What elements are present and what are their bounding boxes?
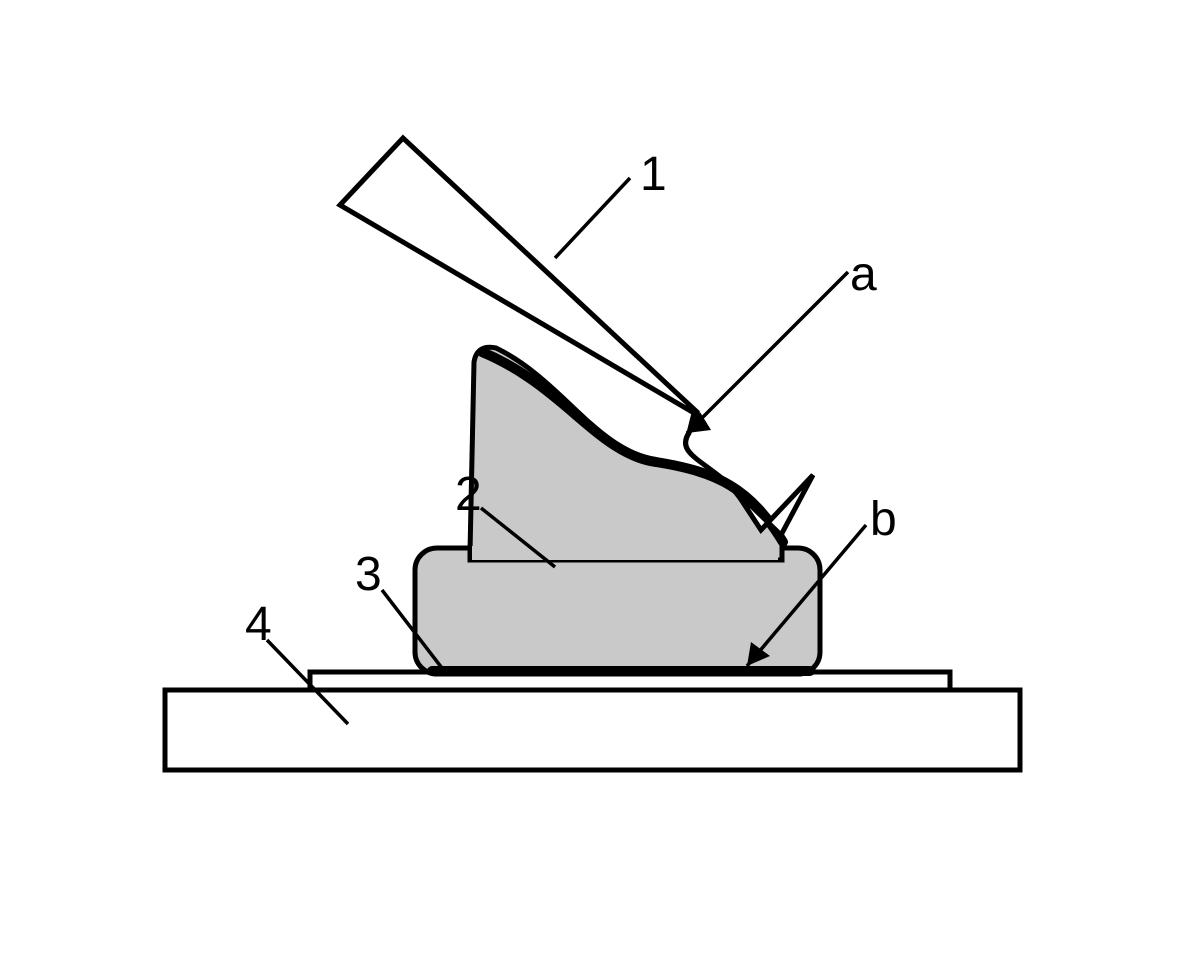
label-3: 3 xyxy=(355,548,382,601)
leader-1 xyxy=(555,178,630,258)
label-2: 2 xyxy=(455,468,482,521)
base-plate xyxy=(165,690,1020,770)
label-a: a xyxy=(850,248,877,301)
label-1: 1 xyxy=(640,148,667,201)
join-mask xyxy=(472,546,778,560)
label-b: b xyxy=(870,493,897,546)
label-4: 4 xyxy=(245,598,272,651)
leader-a xyxy=(687,272,848,433)
schematic-figure: 1 a 2 b 3 4 xyxy=(0,0,1179,955)
